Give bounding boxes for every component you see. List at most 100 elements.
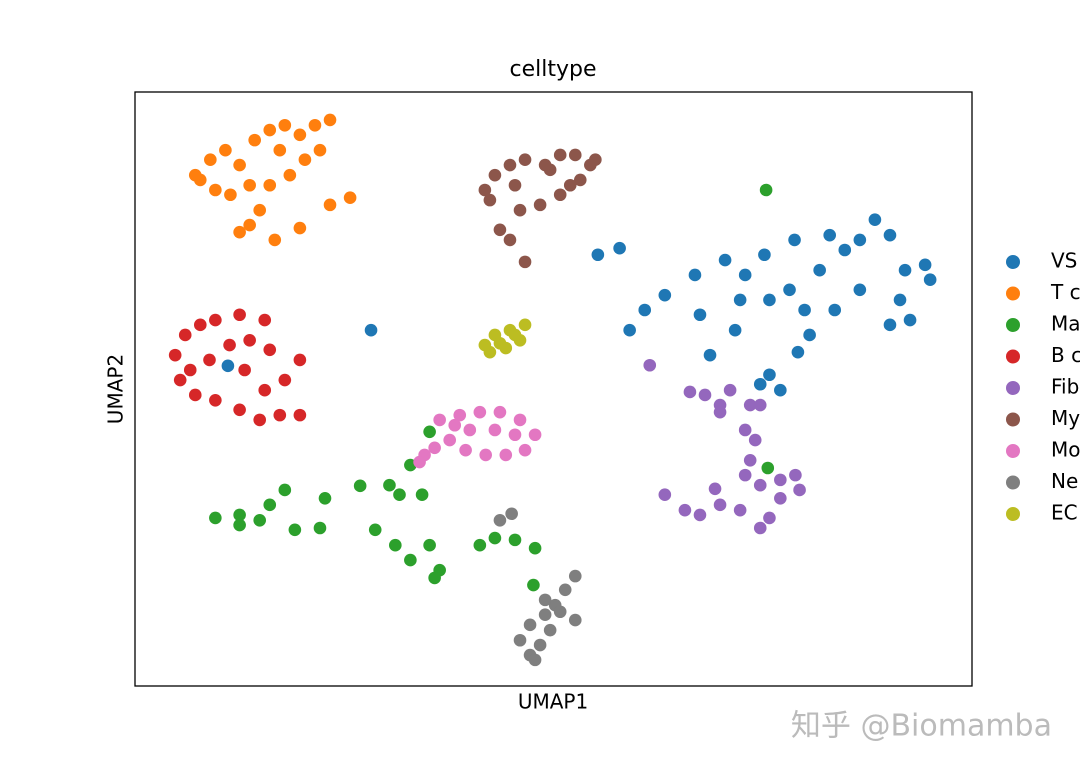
- point: [428, 571, 441, 585]
- point: [233, 158, 246, 172]
- chart-title: celltype: [509, 57, 596, 82]
- point: [893, 293, 907, 307]
- point: [791, 345, 805, 359]
- point: [483, 193, 497, 207]
- point: [643, 358, 657, 372]
- point: [243, 333, 256, 347]
- point: [448, 418, 462, 432]
- point: [733, 503, 747, 517]
- point: [763, 293, 776, 307]
- legend-marker: [1006, 381, 1020, 395]
- point: [428, 441, 441, 455]
- point: [168, 348, 182, 362]
- point: [263, 178, 277, 192]
- point: [513, 633, 527, 647]
- point: [204, 153, 217, 167]
- point: [473, 405, 487, 419]
- point: [298, 153, 312, 167]
- point: [253, 413, 267, 427]
- point: [488, 423, 502, 437]
- point: [221, 359, 235, 373]
- point: [688, 268, 702, 282]
- point: [708, 482, 722, 496]
- point: [533, 638, 547, 652]
- point: [558, 583, 572, 597]
- point: [898, 263, 912, 277]
- point: [589, 153, 602, 167]
- legend-marker: [1006, 318, 1020, 332]
- point: [503, 158, 517, 172]
- point: [658, 488, 672, 502]
- point: [443, 433, 457, 447]
- legend-label: EC: [1051, 501, 1078, 525]
- point: [728, 323, 742, 337]
- point: [233, 508, 246, 522]
- point: [903, 313, 917, 327]
- point: [508, 428, 522, 442]
- point: [488, 168, 502, 182]
- point: [433, 413, 446, 427]
- point: [568, 613, 582, 627]
- point: [738, 268, 752, 282]
- point: [918, 258, 932, 272]
- point: [613, 241, 626, 255]
- point: [563, 178, 577, 192]
- point: [243, 178, 256, 192]
- point: [393, 488, 406, 502]
- point: [883, 318, 897, 332]
- point: [258, 313, 272, 327]
- point: [293, 128, 307, 142]
- point: [923, 273, 937, 287]
- plot-frame: [134, 91, 973, 687]
- point: [508, 533, 522, 547]
- point: [823, 228, 837, 242]
- point: [209, 183, 222, 197]
- legend-marker: [1006, 475, 1020, 490]
- point: [233, 518, 246, 532]
- point: [188, 388, 202, 402]
- point: [238, 363, 251, 377]
- legend-label: T c: [1050, 280, 1080, 304]
- legend-marker: [1006, 507, 1020, 521]
- point: [203, 353, 216, 367]
- point: [743, 453, 757, 467]
- point: [678, 503, 692, 517]
- point: [278, 373, 292, 387]
- point: [258, 383, 272, 397]
- point: [473, 538, 487, 552]
- point: [283, 168, 297, 182]
- point: [178, 328, 192, 342]
- point: [499, 448, 513, 462]
- point: [389, 538, 402, 552]
- point: [723, 383, 737, 397]
- point: [463, 423, 477, 437]
- point: [518, 255, 532, 269]
- point: [733, 293, 747, 307]
- legend-marker: [1006, 412, 1020, 427]
- point: [183, 363, 197, 377]
- point: [209, 313, 222, 327]
- point: [623, 323, 636, 337]
- point: [233, 308, 246, 322]
- point: [759, 183, 773, 197]
- point: [423, 425, 436, 439]
- point: [788, 233, 801, 247]
- point: [483, 345, 497, 359]
- point: [253, 203, 267, 217]
- point: [293, 408, 307, 422]
- point: [743, 398, 757, 412]
- point: [738, 468, 752, 482]
- point: [553, 605, 567, 619]
- point: [761, 461, 775, 475]
- point: [533, 198, 547, 212]
- legend-label: VS: [1051, 249, 1077, 273]
- point: [453, 408, 467, 422]
- point: [763, 511, 776, 525]
- point: [323, 198, 337, 212]
- point: [423, 538, 436, 552]
- point: [753, 377, 767, 391]
- legend-label: Fib: [1051, 375, 1079, 399]
- point: [278, 483, 292, 497]
- legend-marker: [1006, 444, 1020, 458]
